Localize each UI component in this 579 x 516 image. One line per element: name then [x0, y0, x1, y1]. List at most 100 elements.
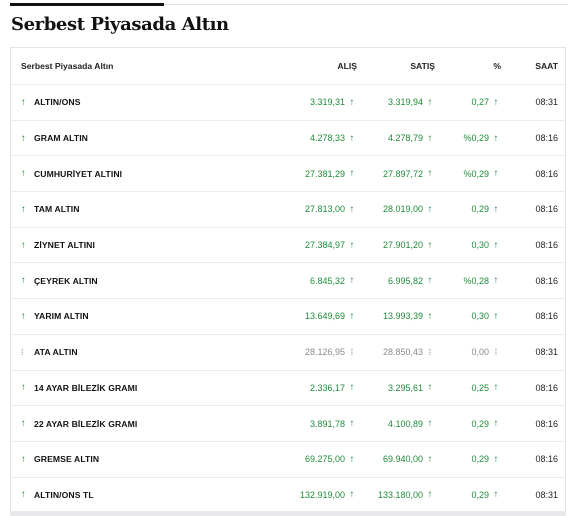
percent-change-cell: 0,30 ↑	[471, 299, 501, 334]
buy-trend-icon: ↑	[349, 132, 355, 144]
percent-trend-icon: ↑	[493, 132, 499, 144]
update-time: 08:16	[535, 311, 558, 322]
update-time: 08:16	[535, 382, 558, 393]
sell-trend-icon: ↑	[427, 453, 433, 465]
trend-arrow-icon: ↑	[21, 96, 26, 108]
row-name-cell[interactable]: ↑ ZİYNET ALTINI	[21, 228, 95, 263]
sell-trend-icon: ↑	[427, 489, 433, 501]
buy-trend-icon: ↑	[349, 275, 355, 287]
row-name-cell[interactable]: ↑ 22 AYAR BİLEZİK GRAMI	[21, 406, 137, 441]
trend-arrow-icon: ↑	[21, 132, 26, 144]
time-cell: 08:31	[535, 335, 558, 370]
sell-price: 133.180,00	[377, 489, 423, 500]
table-row[interactable]: ↑ ZİYNET ALTINI 27.384,97 ↑ 27.901,20 ↑ 0,30 ↑ 0…	[11, 228, 565, 264]
percent-trend-icon: ↑	[493, 453, 499, 465]
table-row[interactable]: ↑ ALTIN/ONS TL 132.919,00 ↑ 133.180,00 ↑ 0,29 ↑…	[11, 478, 565, 514]
buy-price: 3.891,78	[309, 418, 345, 429]
buy-price-cell: 27.381,29 ↑	[305, 156, 357, 191]
buy-price: 6.845,32	[309, 275, 345, 286]
time-cell: 08:16	[535, 192, 558, 227]
sell-trend-icon: ↑	[427, 96, 433, 108]
sell-price: 3.319,94	[387, 97, 423, 108]
row-name-cell[interactable]: ↑ YARIM ALTIN	[21, 299, 89, 334]
update-time: 08:31	[535, 489, 558, 500]
buy-price-cell: 2.336,17 ↑	[310, 371, 357, 406]
sell-trend-icon: ↑	[427, 132, 433, 144]
sell-price: 3.295,61	[387, 382, 423, 393]
table-row[interactable]: ↑ 22 AYAR BİLEZİK GRAMI 3.891,78 ↑ 4.100,89 ↑…	[11, 406, 565, 442]
percent-change-cell: 0,29 ↑	[471, 442, 501, 477]
gold-type-name: YARIM ALTIN	[34, 311, 89, 322]
gold-type-name: 14 AYAR BİLEZİK GRAMI	[34, 382, 138, 393]
row-name-cell[interactable]: ↑ CUMHURİYET ALTINI	[21, 156, 122, 191]
table-row[interactable]: ↑ GREMSE ALTIN 69.275,00 ↑ 69.940,00 ↑ 0,29 ↑ 08…	[11, 442, 565, 478]
header-percent: %	[493, 61, 501, 71]
row-name-cell[interactable]: ↑ TAM ALTIN	[21, 192, 80, 227]
percent-trend-icon: ↑	[493, 489, 499, 501]
buy-price: 27.384,97	[304, 240, 345, 251]
table-row[interactable]: ↑ CUMHURİYET ALTINI 27.381,29 ↑ 27.897,72 ↑ %0…	[11, 156, 565, 193]
header-buy: ALIŞ	[337, 61, 357, 71]
time-cell: 08:31	[535, 85, 558, 120]
sell-price: 28.850,43	[382, 347, 423, 358]
buy-price-cell: 13.649,69 ↑	[305, 299, 357, 334]
update-time: 08:31	[535, 347, 558, 358]
table-row[interactable]: ↑ ALTIN/ONS 3.319,31 ↑ 3.319,94 ↑ 0,27 ↑ 08:31	[11, 85, 565, 121]
percent-change: %0,28	[463, 275, 489, 286]
buy-price: 3.319,31	[309, 97, 345, 108]
sell-price-cell: 3.295,61 ↑	[388, 371, 435, 406]
sell-trend-icon: ↑	[427, 275, 433, 287]
sell-trend-icon: ↑	[427, 203, 433, 215]
gold-type-name: ÇEYREK ALTIN	[34, 275, 98, 286]
percent-change: %0,29	[463, 168, 489, 179]
buy-price: 69.275,00	[304, 454, 345, 465]
table-row[interactable]: ⁞ ATA ALTIN 28.126,95 ⁞ 28.850,43 ⁞ 0,00 ⁞ 08:31	[11, 335, 565, 371]
table-row[interactable]: ↑ GRAM ALTIN 4.278,33 ↑ 4.278,79 ↑ %0,29 ↑ 08:16	[11, 121, 565, 157]
percent-trend-icon: ↑	[493, 310, 499, 322]
sell-trend-icon: ↑	[427, 239, 433, 251]
buy-trend-icon: ↑	[349, 310, 355, 322]
table-row[interactable]: ↑ 14 AYAR BİLEZİK GRAMI 2.336,17 ↑ 3.295,61 ↑…	[11, 371, 565, 407]
row-name-cell[interactable]: ↑ GREMSE ALTIN	[21, 442, 99, 477]
time-cell: 08:16	[535, 263, 558, 298]
row-name-cell[interactable]: ⁞ ATA ALTIN	[21, 335, 78, 370]
update-time: 08:16	[535, 418, 558, 429]
row-name-cell[interactable]: ↑ ALTIN/ONS TL	[21, 478, 94, 513]
percent-trend-icon: ⁞	[494, 346, 498, 358]
row-name-cell[interactable]: ↑ 14 AYAR BİLEZİK GRAMI	[21, 371, 137, 406]
sell-price: 27.901,20	[382, 240, 423, 251]
buy-trend-icon: ↑	[349, 239, 355, 251]
percent-change-cell: 0,29 ↑	[471, 192, 501, 227]
buy-price: 27.813,00	[304, 204, 345, 215]
percent-change-cell: %0,28 ↑	[463, 263, 501, 298]
table-row[interactable]: ↑ ÇEYREK ALTIN 6.845,32 ↑ 6.995,82 ↑ %0,28 ↑ 08:…	[11, 263, 565, 300]
buy-price-cell: 6.845,32 ↑	[310, 263, 357, 298]
buy-trend-icon: ↑	[349, 203, 355, 215]
percent-change: 0,27	[471, 97, 489, 108]
sell-price-cell: 4.278,79 ↑	[388, 121, 435, 156]
update-time: 08:31	[535, 97, 558, 108]
percent-trend-icon: ↑	[493, 418, 499, 430]
row-name-cell[interactable]: ↑ ÇEYREK ALTIN	[21, 263, 98, 298]
time-cell: 08:16	[535, 371, 558, 406]
sell-price-cell: 13.993,39 ↑	[383, 299, 435, 334]
sell-price: 13.993,39	[382, 311, 423, 322]
trend-arrow-icon: ↑	[21, 168, 26, 180]
title-accent-bar	[10, 3, 164, 6]
row-name-cell[interactable]: ↑ GRAM ALTIN	[21, 121, 88, 156]
row-name-cell[interactable]: ↑ ALTIN/ONS	[21, 85, 81, 120]
update-time: 08:16	[535, 275, 558, 286]
sell-trend-icon: ↑	[427, 418, 433, 430]
time-cell: 08:16	[535, 228, 558, 263]
buy-price: 13.649,69	[304, 311, 345, 322]
percent-change: 0,29	[471, 454, 489, 465]
percent-trend-icon: ↑	[493, 203, 499, 215]
percent-change-cell: 0,00 ⁞	[471, 335, 501, 370]
gold-type-name: ZİYNET ALTINI	[34, 240, 95, 251]
update-time: 08:16	[535, 168, 558, 179]
percent-change: 0,30	[471, 240, 489, 251]
buy-price-cell: 27.813,00 ↑	[305, 192, 357, 227]
time-cell: 08:16	[535, 121, 558, 156]
table-row[interactable]: ↑ YARIM ALTIN 13.649,69 ↑ 13.993,39 ↑ 0,30 ↑ 08:…	[11, 299, 565, 335]
table-row[interactable]: ↑ TAM ALTIN 27.813,00 ↑ 28.019,00 ↑ 0,29 ↑ 08:16	[11, 192, 565, 228]
